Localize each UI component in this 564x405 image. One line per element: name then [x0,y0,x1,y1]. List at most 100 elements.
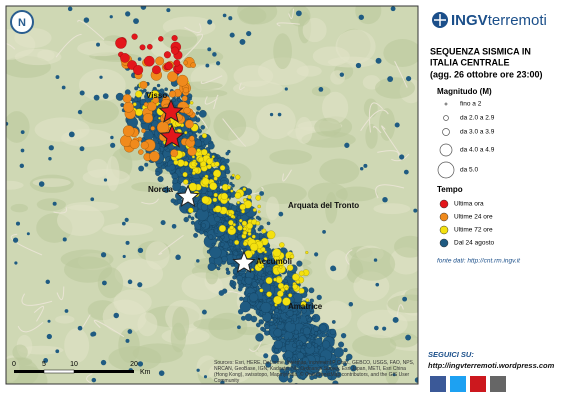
quake [165,166,172,172]
road [394,60,408,88]
quake [177,98,181,102]
quake [48,157,52,161]
quake [288,293,293,298]
quake [233,251,239,256]
quake [221,255,228,263]
quake [115,92,124,101]
legend-symbol [439,199,449,209]
quake [340,332,347,339]
quake [201,223,206,229]
road [213,94,219,110]
quake [172,178,178,184]
youtube-icon[interactable] [470,376,486,392]
quake [266,230,276,240]
quake [143,113,154,124]
legend-label: fino a 2 [460,101,482,108]
road [33,305,45,322]
quake [255,221,260,226]
facebook-icon[interactable] [430,376,446,392]
twitter-icon[interactable] [450,376,466,392]
quake [308,287,315,294]
quake [183,60,188,66]
place-label: Accumoli [256,257,292,266]
quake [309,298,314,303]
quake [102,281,106,285]
quake [238,250,243,255]
terrain-patch [102,222,154,236]
logo-text: INGVterremoti [451,12,547,29]
quake [206,164,212,170]
quake [316,294,322,300]
scale-label: 0 [12,361,16,368]
quake [355,62,362,69]
quake [375,282,380,287]
terrain-patch [385,365,399,384]
quake [382,326,387,331]
quake [235,174,241,180]
logo-rest: terremoti [488,12,547,29]
terrain-patch [87,158,109,178]
quake [237,279,243,285]
road [360,109,389,132]
terrain-patch [78,68,126,102]
quake [163,51,171,59]
quake [99,75,103,79]
quake [227,247,231,251]
follow-url[interactable]: http://ingvterremoti.wordpress.com [428,361,555,370]
quake [267,270,272,275]
road [53,206,68,214]
attribution-box: Sources: Esri, HERE, DeLorme, Intermap, … [214,360,414,384]
quake [200,125,206,130]
quake [237,308,244,315]
quake [284,286,289,291]
quake [207,142,215,150]
road [396,304,404,318]
quake [237,234,243,240]
terrain-patch [66,201,119,212]
quake [278,211,284,217]
terrain-patch [322,91,349,124]
quake [224,158,230,164]
quake [102,93,109,99]
quake [229,279,234,284]
quake [79,90,85,96]
quake [143,102,149,107]
quake [138,165,145,172]
terrain-patch [131,181,165,192]
terrain-patch [6,111,30,143]
wordpress-icon[interactable] [490,376,506,392]
quake [269,112,274,117]
quake [313,325,320,332]
road [222,118,247,147]
terrain-patch [236,326,263,336]
quake [301,345,306,349]
terrain-patch [205,267,219,285]
quake [269,326,273,330]
quake [96,42,100,47]
quake [115,37,127,49]
quake [90,197,95,202]
road [56,286,65,301]
quake [122,254,126,259]
terrain-patch [106,156,120,191]
quake [333,357,343,366]
quake [144,162,149,167]
quake [149,151,160,162]
quake [222,13,227,18]
quake [241,209,245,214]
terrain-patch [79,99,120,124]
quake [201,196,210,204]
terrain-patch [162,29,198,50]
quake [138,149,144,155]
legend-label: da 4.0 a 4.9 [460,147,495,154]
quake [255,215,260,220]
quake [230,189,234,193]
quake [158,370,165,376]
quake [228,239,233,244]
quake [137,57,142,61]
terrain-patch [307,182,348,207]
legend-symbol [437,161,455,179]
quake [129,139,140,149]
quake [239,39,246,45]
